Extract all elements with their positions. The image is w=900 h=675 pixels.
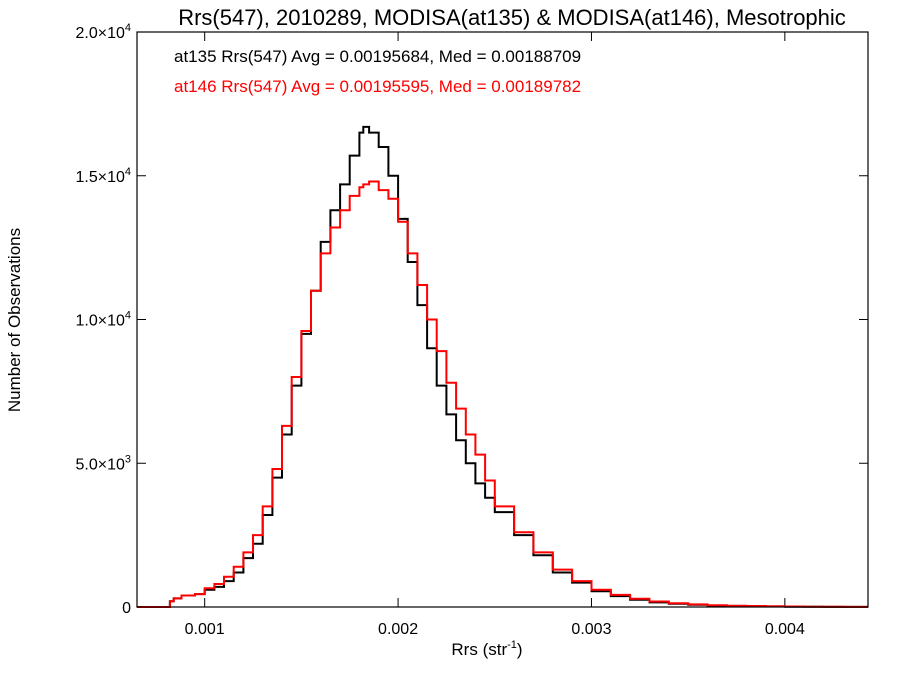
x-tick-label: 0.002 <box>378 621 418 638</box>
series-layer <box>137 125 868 608</box>
y-tick-label: 1.0×104 <box>75 310 131 330</box>
x-axis-label: Rrs (str-1) <box>451 639 522 659</box>
series-0-histogram-line <box>137 125 868 608</box>
x-tick-label: 0.003 <box>571 621 611 638</box>
y-tick-label: 1.5×104 <box>75 166 131 186</box>
y-axis: 0 5.0×103 1.0×104 1.5×104 2.0×104 <box>75 22 868 617</box>
x-tick-label: 0.004 <box>765 621 805 638</box>
y-axis-label: Number of Observations <box>5 228 24 412</box>
x-axis-label-tail: ) <box>517 640 523 659</box>
plot-frame <box>136 31 869 608</box>
x-tick-label: 0.001 <box>185 621 225 638</box>
x-axis: 0.001 0.002 0.003 0.004 <box>185 32 805 638</box>
y-tick-label: 0 <box>122 600 131 617</box>
x-axis-label-sup: -1 <box>507 639 517 651</box>
series-1-stats: at146 Rrs(547) Avg = 0.00195595, Med = 0… <box>174 77 581 96</box>
series-1-histogram-line <box>137 180 868 608</box>
series-0-stats: at135 Rrs(547) Avg = 0.00195684, Med = 0… <box>174 47 581 66</box>
x-axis-label-main: Rrs (str <box>451 640 507 659</box>
y-tick-label: 5.0×103 <box>75 453 131 473</box>
y-tick-label: 2.0×104 <box>75 22 131 42</box>
chart-title: Rrs(547), 2010289, MODISA(at135) & MODIS… <box>178 5 846 30</box>
